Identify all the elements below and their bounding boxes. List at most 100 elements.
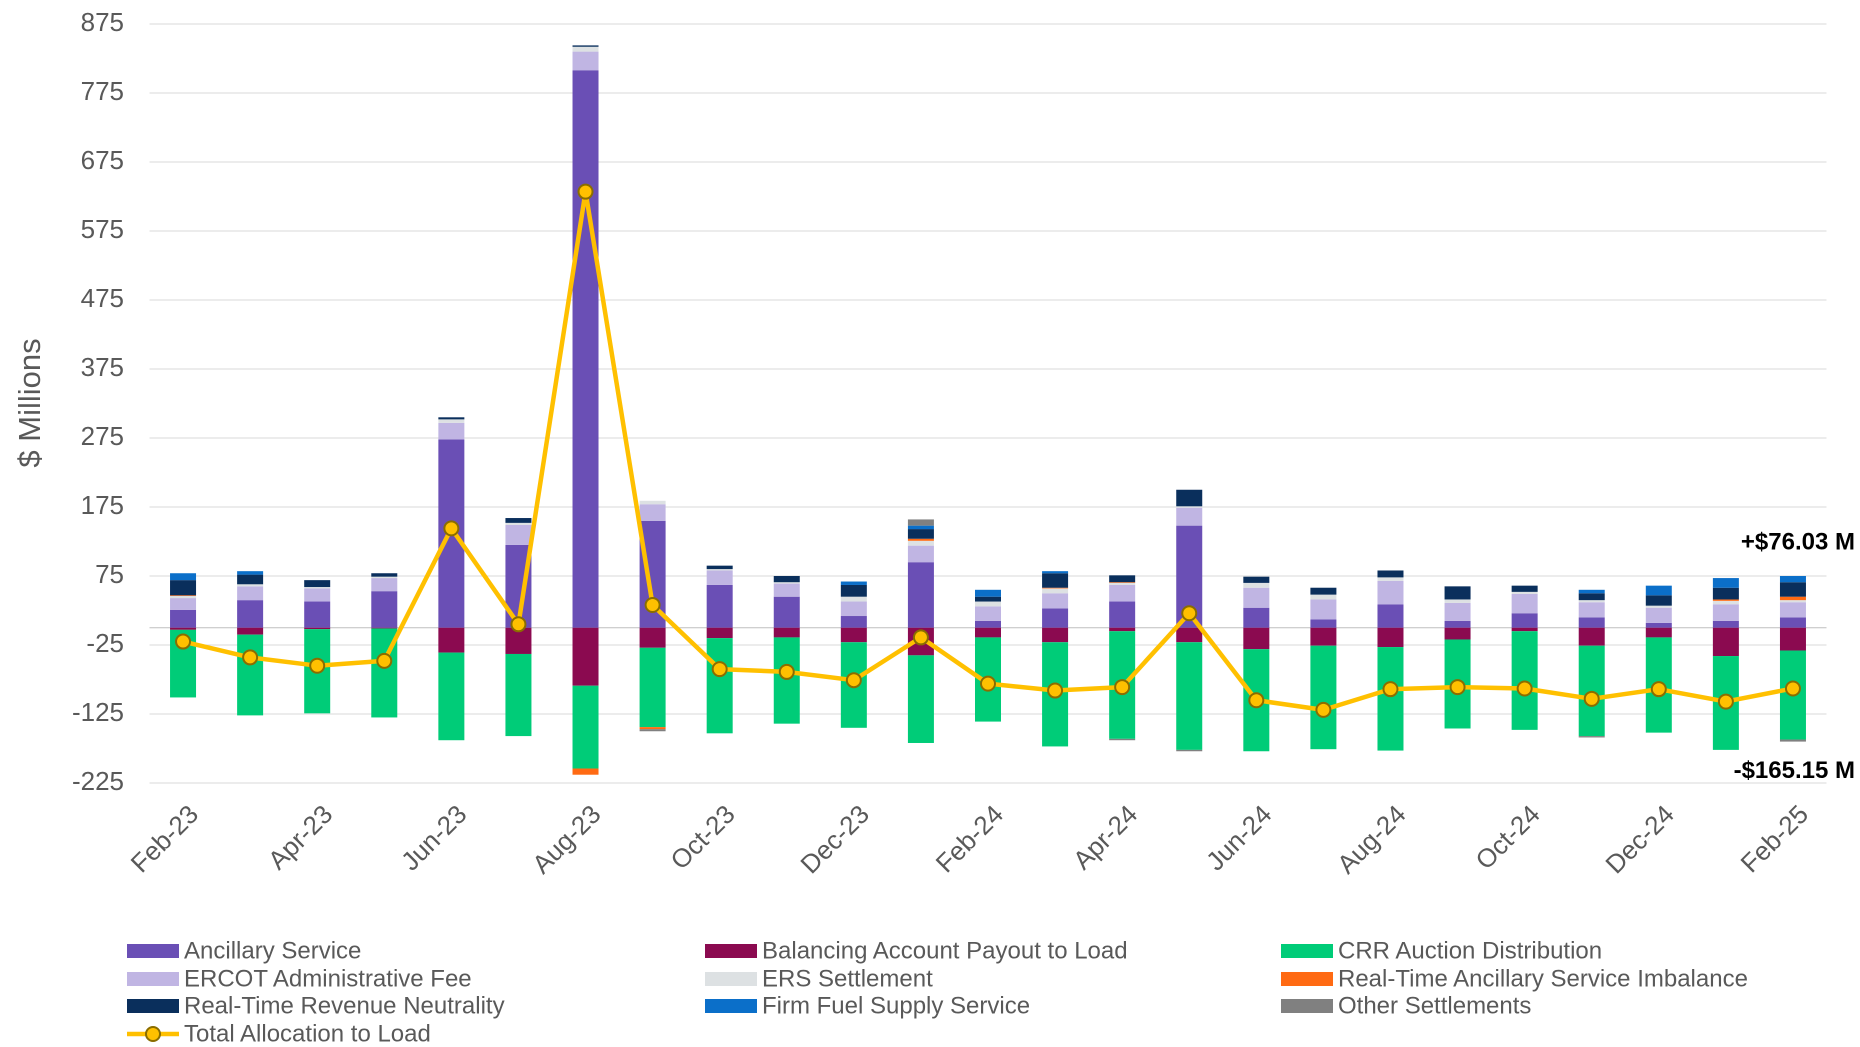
bar-segment <box>1444 620 1471 628</box>
bar-segment <box>639 729 666 732</box>
bar-segment <box>572 627 599 686</box>
bar-segment <box>1578 589 1605 594</box>
bar-segment <box>1779 739 1806 742</box>
bar-segment <box>237 600 264 628</box>
bar-segment <box>237 627 264 635</box>
bar-segment <box>706 638 733 734</box>
bar-segment <box>1042 588 1069 594</box>
x-tick-label: Jun-23 <box>395 799 472 876</box>
bar-segment <box>773 596 800 628</box>
bar-segment <box>1176 749 1203 752</box>
bar-segment <box>1712 587 1739 600</box>
bar-segment <box>639 504 666 521</box>
y-tick-label: 175 <box>81 490 124 520</box>
bar-segment <box>1712 604 1739 621</box>
bar-segment <box>907 655 934 743</box>
bar-segment <box>773 583 800 597</box>
x-tick-label: Feb-24 <box>930 799 1009 878</box>
y-tick-label: -25 <box>86 628 124 658</box>
total-marker <box>1650 681 1667 698</box>
total-marker <box>912 629 929 646</box>
bar-segment <box>1310 594 1337 600</box>
x-tick-label: Feb-25 <box>1735 799 1814 878</box>
total-marker <box>1315 701 1332 718</box>
y-tick-label: 875 <box>81 7 124 37</box>
bar-segment <box>371 627 398 629</box>
bar-segment <box>170 573 197 581</box>
bar-segment <box>1176 489 1203 507</box>
legend-label: ERCOT Administrative Fee <box>184 965 472 992</box>
total-marker <box>577 183 594 200</box>
bar-segment <box>706 627 733 639</box>
legend-swatch <box>127 972 179 986</box>
bar-segment <box>840 601 867 617</box>
bar-segment <box>1578 600 1605 603</box>
y-tick-label: 675 <box>81 145 124 175</box>
total-marker <box>1449 679 1466 696</box>
total-marker <box>242 649 259 666</box>
legend-label: Ancillary Service <box>184 937 361 964</box>
y-tick-label: 475 <box>81 283 124 313</box>
legend-label: Total Allocation to Load <box>184 1020 431 1047</box>
bar-segment <box>639 647 666 728</box>
legend-marker <box>145 1026 161 1042</box>
x-tick-label: Dec-23 <box>794 799 874 879</box>
total-marker <box>845 672 862 689</box>
y-tick-label: 775 <box>81 76 124 106</box>
total-marker <box>443 520 460 537</box>
bar-segment <box>840 596 867 602</box>
bar-segment <box>1578 602 1605 618</box>
bar-segment <box>438 419 465 423</box>
bar-segment <box>1042 573 1069 588</box>
bar-segment <box>371 576 398 579</box>
bar-segment <box>1109 582 1136 585</box>
bar-segment <box>975 596 1001 602</box>
total-marker <box>711 661 728 678</box>
bar-segment <box>1511 585 1538 592</box>
bar-segment <box>1377 627 1404 648</box>
bar-segment <box>505 522 532 525</box>
bar-segment <box>1779 576 1806 583</box>
bar-segment <box>1578 736 1605 738</box>
bar-segment <box>237 584 264 587</box>
total-marker <box>778 663 795 680</box>
bar-segment <box>907 545 934 563</box>
total-marker <box>1784 680 1801 697</box>
bar-segment <box>773 582 800 584</box>
bar-segment <box>1511 627 1538 632</box>
legend-swatch <box>127 944 179 958</box>
y-tick-label: -225 <box>72 766 124 796</box>
bar-segment <box>304 580 331 588</box>
y-tick-label: 275 <box>81 421 124 451</box>
x-tick-label: Dec-24 <box>1599 799 1679 879</box>
bar-segment <box>1310 645 1337 750</box>
bar-segment <box>304 588 331 602</box>
bar-segment <box>1176 642 1203 750</box>
bar-segment <box>840 581 867 585</box>
bar-segment <box>438 627 465 653</box>
bar-segment <box>1779 602 1806 618</box>
bar-segment <box>1712 578 1739 588</box>
bar-segment <box>706 570 733 585</box>
bar-segment <box>170 627 197 630</box>
bar-segment <box>1310 627 1337 646</box>
bar-segment <box>1511 593 1538 614</box>
bar-segment <box>1109 738 1136 741</box>
bar-segment <box>975 606 1001 621</box>
bar-segment <box>975 620 1001 628</box>
bar-segment <box>1511 613 1538 628</box>
annotation: +$76.03 M <box>1741 528 1855 555</box>
bar-segment <box>1310 599 1337 620</box>
bar-segment <box>1578 593 1605 601</box>
bar-segment <box>1310 587 1337 595</box>
bar-segment <box>1377 604 1404 628</box>
bar-segment <box>1645 595 1672 606</box>
bar-segment <box>505 524 532 545</box>
bar-segment <box>907 538 934 541</box>
legend-label: CRR Auction Distribution <box>1338 937 1602 964</box>
bar-segment <box>304 627 331 630</box>
bar-segment <box>1645 605 1672 608</box>
bar-segment <box>505 653 532 737</box>
bar-segment <box>773 576 800 583</box>
